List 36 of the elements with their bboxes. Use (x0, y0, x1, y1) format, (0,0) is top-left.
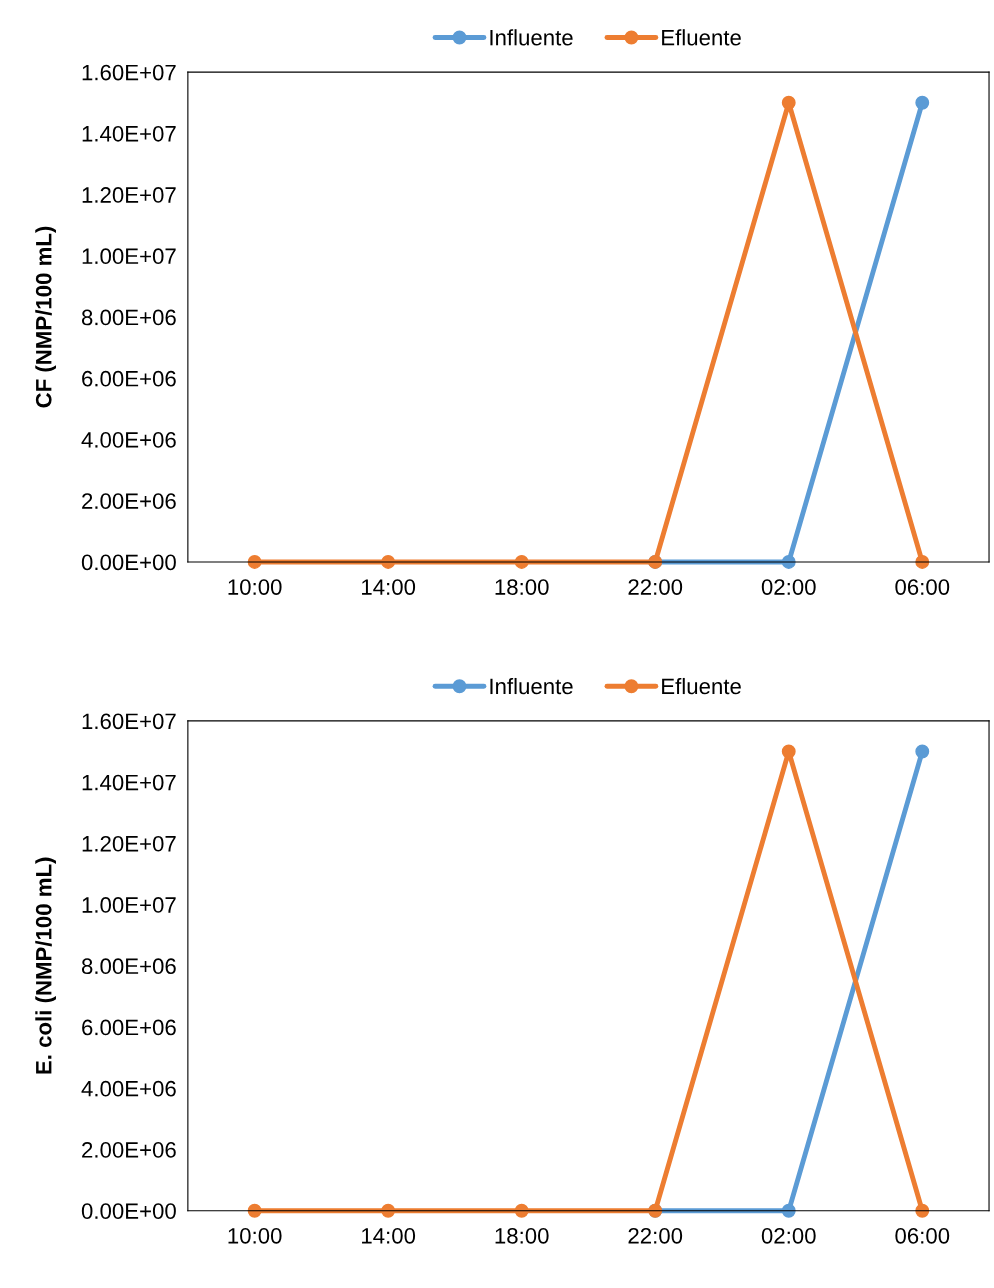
y-tick-label: 1.60E+07 (82, 713, 176, 730)
x-tick-label: 10:00 (228, 579, 282, 595)
y-tick-label: 0.00E+00 (81, 1203, 176, 1219)
y-tick-label: 1.60E+07 (82, 64, 176, 81)
y-tick-label: 4.00E+06 (81, 432, 176, 448)
legend-label: Influente (490, 29, 573, 46)
legend-label: Efluente (662, 677, 741, 695)
y-tick-label: 4.00E+06 (81, 1080, 176, 1097)
y-axis-title: CF (NMP/100 mL) (35, 226, 56, 408)
y-tick-label: 1.00E+07 (82, 248, 176, 265)
y-tick-label: 8.00E+06 (81, 309, 176, 326)
x-tick-label: 18:00 (495, 579, 549, 595)
y-tick-label: 2.00E+06 (82, 1142, 176, 1158)
y-tick-label: 6.00E+06 (82, 370, 176, 387)
x-tick-label: 14:00 (362, 1227, 416, 1244)
y-tick-label: 1.40E+07 (82, 125, 176, 142)
y-tick-label: 1.20E+07 (82, 187, 176, 203)
y-tick-label: 1.00E+07 (82, 897, 176, 913)
x-tick-label: 22:00 (628, 579, 683, 595)
x-tick-label: 06:00 (895, 1227, 950, 1244)
y-tick-label: 1.20E+07 (82, 835, 176, 852)
x-tick-label: 02:00 (761, 579, 816, 595)
x-tick-label: 02:00 (761, 1227, 816, 1244)
y-tick-label: 6.00E+06 (82, 1019, 176, 1036)
y-tick-label: 1.40E+07 (82, 774, 176, 791)
y-tick-label: 2.00E+06 (82, 493, 176, 509)
x-tick-label: 22:00 (628, 1227, 683, 1244)
legend-label: Influente (490, 677, 573, 695)
x-tick-label: 06:00 (895, 579, 950, 595)
y-axis-title: E. coli (NMP/100 mL) (35, 857, 56, 1074)
x-tick-label: 14:00 (362, 579, 416, 595)
x-tick-label: 10:00 (228, 1227, 282, 1244)
y-tick-label: 8.00E+06 (81, 958, 176, 975)
x-tick-label: 18:00 (495, 1227, 549, 1244)
legend-label: Efluente (662, 29, 741, 46)
y-tick-label: 0.00E+00 (81, 554, 176, 571)
